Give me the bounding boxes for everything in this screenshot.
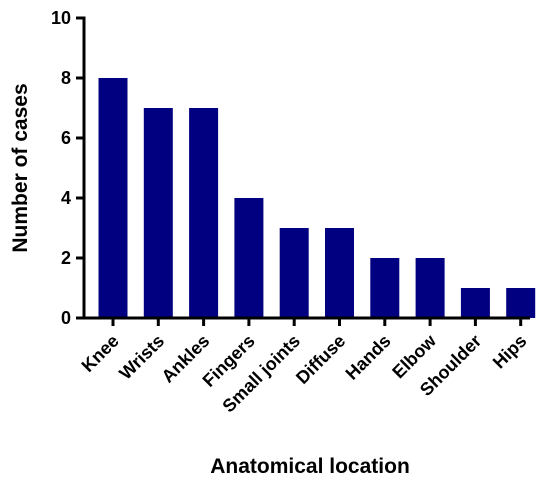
y-tick-label: 2 bbox=[61, 248, 71, 268]
y-tick-label: 6 bbox=[61, 128, 71, 148]
bar-fingers bbox=[234, 198, 264, 318]
bar-small-joints bbox=[279, 228, 309, 318]
bar-hands bbox=[370, 258, 400, 318]
x-tick-label: Hips bbox=[489, 331, 531, 373]
bar-elbow bbox=[415, 258, 445, 318]
y-tick-label: 0 bbox=[61, 308, 71, 328]
bar-hips bbox=[506, 288, 536, 318]
y-tick-label: 10 bbox=[51, 8, 71, 28]
x-tick-label: Hands bbox=[342, 331, 395, 384]
bar-diffuse bbox=[325, 228, 354, 318]
y-tick-label: 8 bbox=[61, 68, 71, 88]
bar-ankles bbox=[189, 108, 219, 318]
x-tick-label: Diffuse bbox=[292, 331, 349, 388]
y-tick-label: 4 bbox=[61, 188, 71, 208]
x-axis-title: Anatomical location bbox=[210, 455, 410, 478]
bar-shoulder bbox=[460, 288, 490, 318]
y-axis-ticks: 0 2 4 6 8 10 bbox=[51, 8, 84, 328]
bar-knee bbox=[98, 78, 128, 318]
y-axis-title: Number of cases bbox=[9, 83, 32, 252]
bar-wrists bbox=[143, 108, 173, 318]
bars-group bbox=[98, 78, 536, 318]
